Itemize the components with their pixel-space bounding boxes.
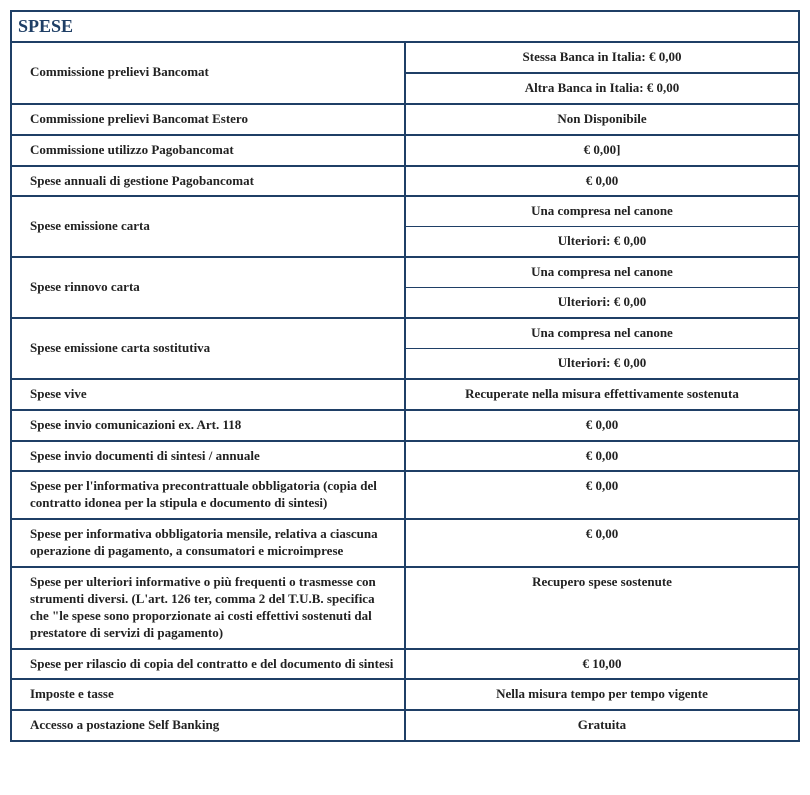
table-row: Spese emissione carta Una compresa nel c… — [11, 196, 799, 226]
table-row: Spese vive Recuperate nella misura effet… — [11, 379, 799, 410]
row-value: Una compresa nel canone — [405, 318, 799, 348]
row-label: Spese emissione carta sostitutiva — [11, 318, 405, 379]
row-label: Spese emissione carta — [11, 196, 405, 257]
row-label: Spese per informativa obbligatoria mensi… — [11, 519, 405, 567]
row-label: Spese vive — [11, 379, 405, 410]
row-label: Spese annuali di gestione Pagobancomat — [11, 166, 405, 197]
table-row: Spese invio documenti di sintesi / annua… — [11, 441, 799, 472]
row-value: Una compresa nel canone — [405, 196, 799, 226]
table-row: Commissione utilizzo Pagobancomat € 0,00… — [11, 135, 799, 166]
row-value: Non Disponibile — [405, 104, 799, 135]
table-row: Spese per rilascio di copia del contratt… — [11, 649, 799, 680]
row-value: € 0,00 — [405, 471, 799, 519]
row-value: € 0,00 — [405, 166, 799, 197]
row-value: Nella misura tempo per tempo vigente — [405, 679, 799, 710]
table-row: Spese emissione carta sostitutiva Una co… — [11, 318, 799, 348]
row-label: Commissione utilizzo Pagobancomat — [11, 135, 405, 166]
table-row: Imposte e tasse Nella misura tempo per t… — [11, 679, 799, 710]
row-value: € 0,00 — [405, 441, 799, 472]
table-row: Spese invio comunicazioni ex. Art. 118 €… — [11, 410, 799, 441]
row-value: Una compresa nel canone — [405, 257, 799, 287]
row-label: Commissione prelievi Bancomat Estero — [11, 104, 405, 135]
row-value: € 0,00 — [405, 410, 799, 441]
row-label: Accesso a postazione Self Banking — [11, 710, 405, 741]
row-value: € 0,00 — [405, 519, 799, 567]
row-value: Ulteriori: € 0,00 — [405, 288, 799, 318]
row-value: Gratuita — [405, 710, 799, 741]
table-row: Spese per l'informativa precontrattuale … — [11, 471, 799, 519]
table-row: Spese rinnovo carta Una compresa nel can… — [11, 257, 799, 287]
table-row: Commissione prelievi Bancomat Estero Non… — [11, 104, 799, 135]
row-value: Recuperate nella misura effettivamente s… — [405, 379, 799, 410]
table-row: Accesso a postazione Self Banking Gratui… — [11, 710, 799, 741]
table-header-row: SPESE — [11, 11, 799, 42]
table-row: Spese per ulteriori informative o più fr… — [11, 567, 799, 649]
row-label: Spese per l'informativa precontrattuale … — [11, 471, 405, 519]
row-label: Spese invio documenti di sintesi / annua… — [11, 441, 405, 472]
table-row: Spese annuali di gestione Pagobancomat €… — [11, 166, 799, 197]
table-row: Commissione prelievi Bancomat Stessa Ban… — [11, 42, 799, 73]
row-value: Ulteriori: € 0,00 — [405, 227, 799, 257]
row-value: € 0,00] — [405, 135, 799, 166]
row-value: Ulteriori: € 0,00 — [405, 348, 799, 378]
row-value: Altra Banca in Italia: € 0,00 — [405, 73, 799, 104]
row-label: Spese rinnovo carta — [11, 257, 405, 318]
row-value: Recupero spese sostenute — [405, 567, 799, 649]
table-title: SPESE — [11, 11, 799, 42]
spese-table: SPESE Commissione prelievi Bancomat Stes… — [10, 10, 800, 742]
row-label: Spese per rilascio di copia del contratt… — [11, 649, 405, 680]
row-value: € 10,00 — [405, 649, 799, 680]
row-label: Commissione prelievi Bancomat — [11, 42, 405, 104]
row-label: Spese invio comunicazioni ex. Art. 118 — [11, 410, 405, 441]
row-value: Stessa Banca in Italia: € 0,00 — [405, 42, 799, 73]
row-label: Imposte e tasse — [11, 679, 405, 710]
row-label: Spese per ulteriori informative o più fr… — [11, 567, 405, 649]
table-row: Spese per informativa obbligatoria mensi… — [11, 519, 799, 567]
